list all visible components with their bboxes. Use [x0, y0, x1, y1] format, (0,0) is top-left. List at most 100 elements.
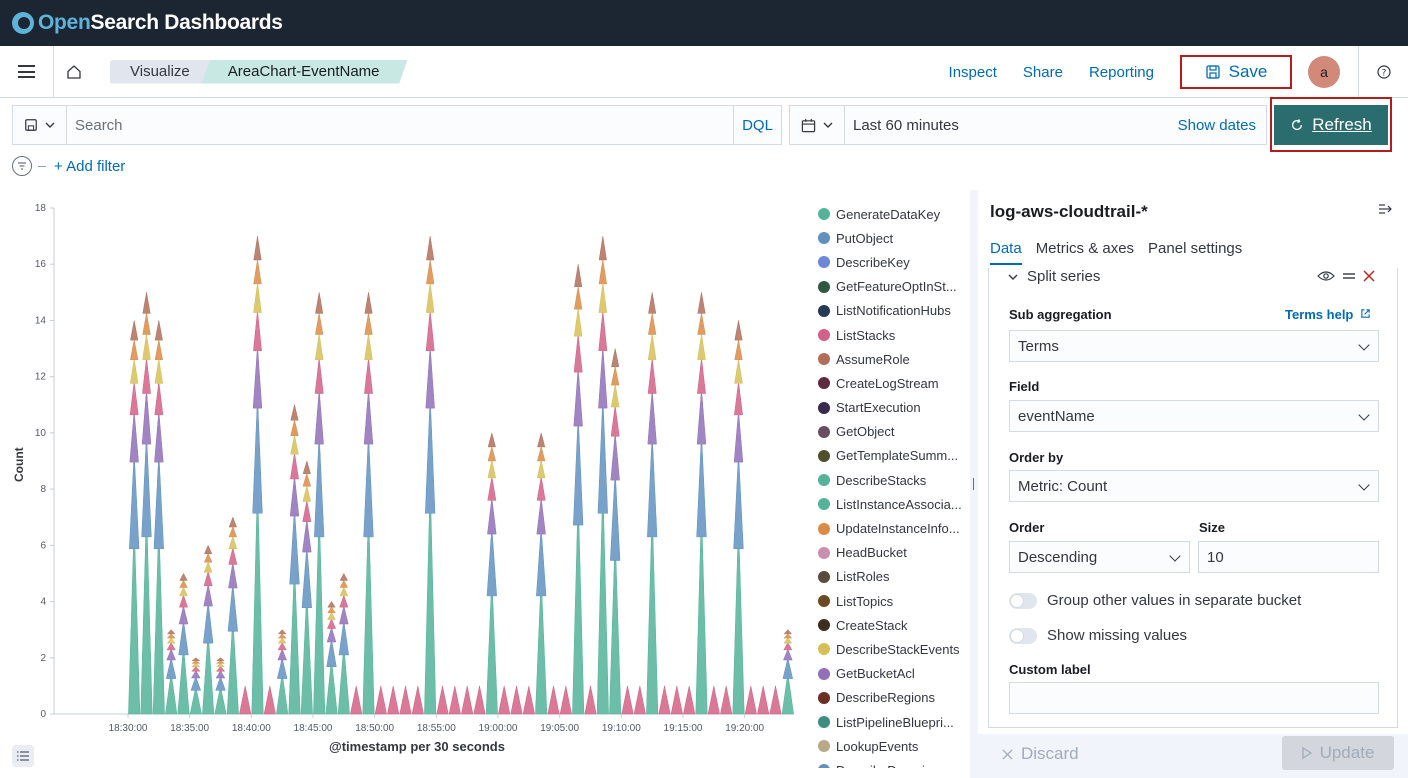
area-series — [387, 685, 400, 715]
area-series — [782, 659, 794, 679]
collapse-sidebar-icon[interactable] — [1378, 202, 1394, 216]
y-tick-label: 14 — [35, 315, 47, 326]
legend-item[interactable]: ListRoles — [816, 565, 970, 589]
legend-item[interactable]: DescribeKey — [816, 250, 970, 274]
area-chart[interactable]: 0 2 4 6 8 10 12 14 16 18 18:30:00 18:35:00 18:40:00 1… — [2, 190, 812, 750]
tab-panel-settings[interactable]: Panel settings — [1148, 240, 1243, 257]
legend-item[interactable]: PutObject — [816, 226, 970, 250]
tab-data[interactable]: Data — [990, 240, 1022, 265]
legend-item[interactable]: ListPipelineBluepri... — [816, 710, 970, 734]
legend-item[interactable]: ListStacks — [816, 323, 970, 347]
legend-item[interactable]: HeadBucket — [816, 541, 970, 565]
sub-aggregation-select[interactable]: Terms — [1009, 330, 1379, 362]
help-button[interactable]: ? — [1358, 46, 1408, 98]
area-series — [140, 536, 153, 715]
breadcrumb-visualize[interactable]: Visualize — [110, 59, 210, 84]
split-series-header[interactable]: Split series — [1007, 268, 1100, 285]
app-logo[interactable]: OpenSearch Dashboards — [38, 11, 283, 34]
legend-item[interactable]: AssumeRole — [816, 347, 970, 371]
legend-label: ListNotificationHubs — [836, 303, 951, 319]
area-series — [697, 313, 706, 335]
legend-item[interactable]: GenerateDataKey — [816, 202, 970, 226]
drag-handle-icon[interactable] — [1343, 271, 1355, 281]
legend-item[interactable]: ListTopics — [816, 589, 970, 613]
x-tick-label: 19:10:00 — [602, 723, 641, 734]
refresh-button[interactable]: Refresh — [1274, 104, 1388, 145]
y-axis-title: Count — [12, 447, 26, 482]
search-input[interactable] — [67, 106, 733, 144]
save-button[interactable]: Save — [1180, 55, 1292, 89]
inspect-link[interactable]: Inspect — [948, 63, 997, 81]
legend-item[interactable]: GetTemplateSumm... — [816, 444, 970, 468]
area-series — [289, 515, 300, 585]
area-series — [327, 606, 336, 614]
show-missing-toggle[interactable]: Show missing values — [1009, 627, 1187, 644]
terms-help-link[interactable]: Terms help — [1285, 307, 1371, 322]
filter-options-button[interactable] — [12, 156, 32, 176]
area-series — [573, 425, 584, 526]
area-series — [179, 572, 188, 581]
order-by-select[interactable]: Metric: Count — [1009, 470, 1379, 502]
area-series — [179, 580, 188, 588]
legend-item[interactable]: DescribeStacks — [816, 468, 970, 492]
legend-item[interactable]: CreateLogStream — [816, 371, 970, 395]
tab-metrics-axes[interactable]: Metrics & axes — [1035, 240, 1135, 257]
area-series — [154, 320, 163, 341]
filter-bar: + Add filter — [12, 152, 125, 180]
group-other-toggle[interactable]: Group other values in separate bucket — [1009, 592, 1301, 609]
toggle-switch[interactable] — [1009, 592, 1037, 609]
legend-item[interactable]: DescribeStackEvents — [816, 637, 970, 661]
legend-item[interactable]: CreateStack — [816, 613, 970, 637]
legend-item[interactable]: ListNotificationHubs — [816, 299, 970, 323]
toggle-switch[interactable] — [1009, 627, 1037, 644]
save-icon — [1205, 65, 1220, 79]
legend-item[interactable]: GetBucketAcl — [816, 662, 970, 686]
share-link[interactable]: Share — [1022, 63, 1063, 81]
legend-item[interactable]: LookupEvents — [816, 734, 970, 758]
quick-menu-button[interactable] — [790, 106, 845, 144]
home-button[interactable] — [54, 46, 94, 98]
query-language-button[interactable]: DQL — [733, 106, 781, 144]
area-series — [350, 685, 363, 715]
date-range[interactable]: Last 60 minutes — [853, 116, 959, 134]
area-series — [363, 393, 374, 445]
legend-color-icon — [818, 304, 830, 317]
legend-item[interactable]: DescribeRegions — [816, 686, 970, 710]
field-select[interactable]: eventName — [1009, 400, 1379, 432]
discard-button[interactable]: Discard — [1002, 744, 1079, 764]
area-series — [154, 359, 164, 384]
legend-item[interactable]: ListInstanceAssocia... — [816, 492, 970, 516]
reporting-link[interactable]: Reporting — [1088, 63, 1154, 81]
remove-icon[interactable] — [1363, 270, 1375, 282]
eye-icon[interactable] — [1317, 270, 1335, 282]
update-button[interactable]: Update — [1282, 736, 1394, 770]
custom-label-label: Custom label — [1009, 662, 1091, 677]
saved-queries-button[interactable] — [13, 106, 67, 144]
legend-item[interactable]: StartExecution — [816, 396, 970, 420]
legend-item[interactable]: UpdateInstanceInfo... — [816, 516, 970, 540]
custom-label-input[interactable] — [1009, 682, 1379, 714]
legend-toggle-button[interactable] — [12, 745, 34, 767]
area-series — [290, 435, 299, 455]
legend-color-icon — [818, 377, 830, 390]
area-series — [165, 678, 178, 715]
x-tick-label: 18:30:00 — [109, 723, 148, 734]
menu-button[interactable] — [0, 45, 54, 98]
show-dates-link[interactable]: Show dates — [1177, 116, 1256, 134]
area-series — [191, 660, 201, 664]
area-series — [486, 533, 497, 597]
legend-item[interactable]: DescribeDomains — [816, 758, 970, 768]
area-series — [647, 443, 658, 538]
area-series — [498, 685, 511, 715]
area-series — [598, 350, 608, 409]
area-series — [203, 585, 213, 607]
area-series — [683, 685, 696, 715]
area-series — [276, 659, 288, 679]
user-avatar[interactable]: a — [1308, 56, 1340, 88]
area-series — [166, 633, 176, 639]
add-filter-button[interactable]: + Add filter — [54, 157, 126, 175]
legend-item[interactable]: GetObject — [816, 420, 970, 444]
size-input[interactable]: 10 — [1198, 541, 1379, 573]
order-select[interactable]: Descending — [1009, 541, 1190, 573]
legend-item[interactable]: GetFeatureOptInSt... — [816, 275, 970, 299]
